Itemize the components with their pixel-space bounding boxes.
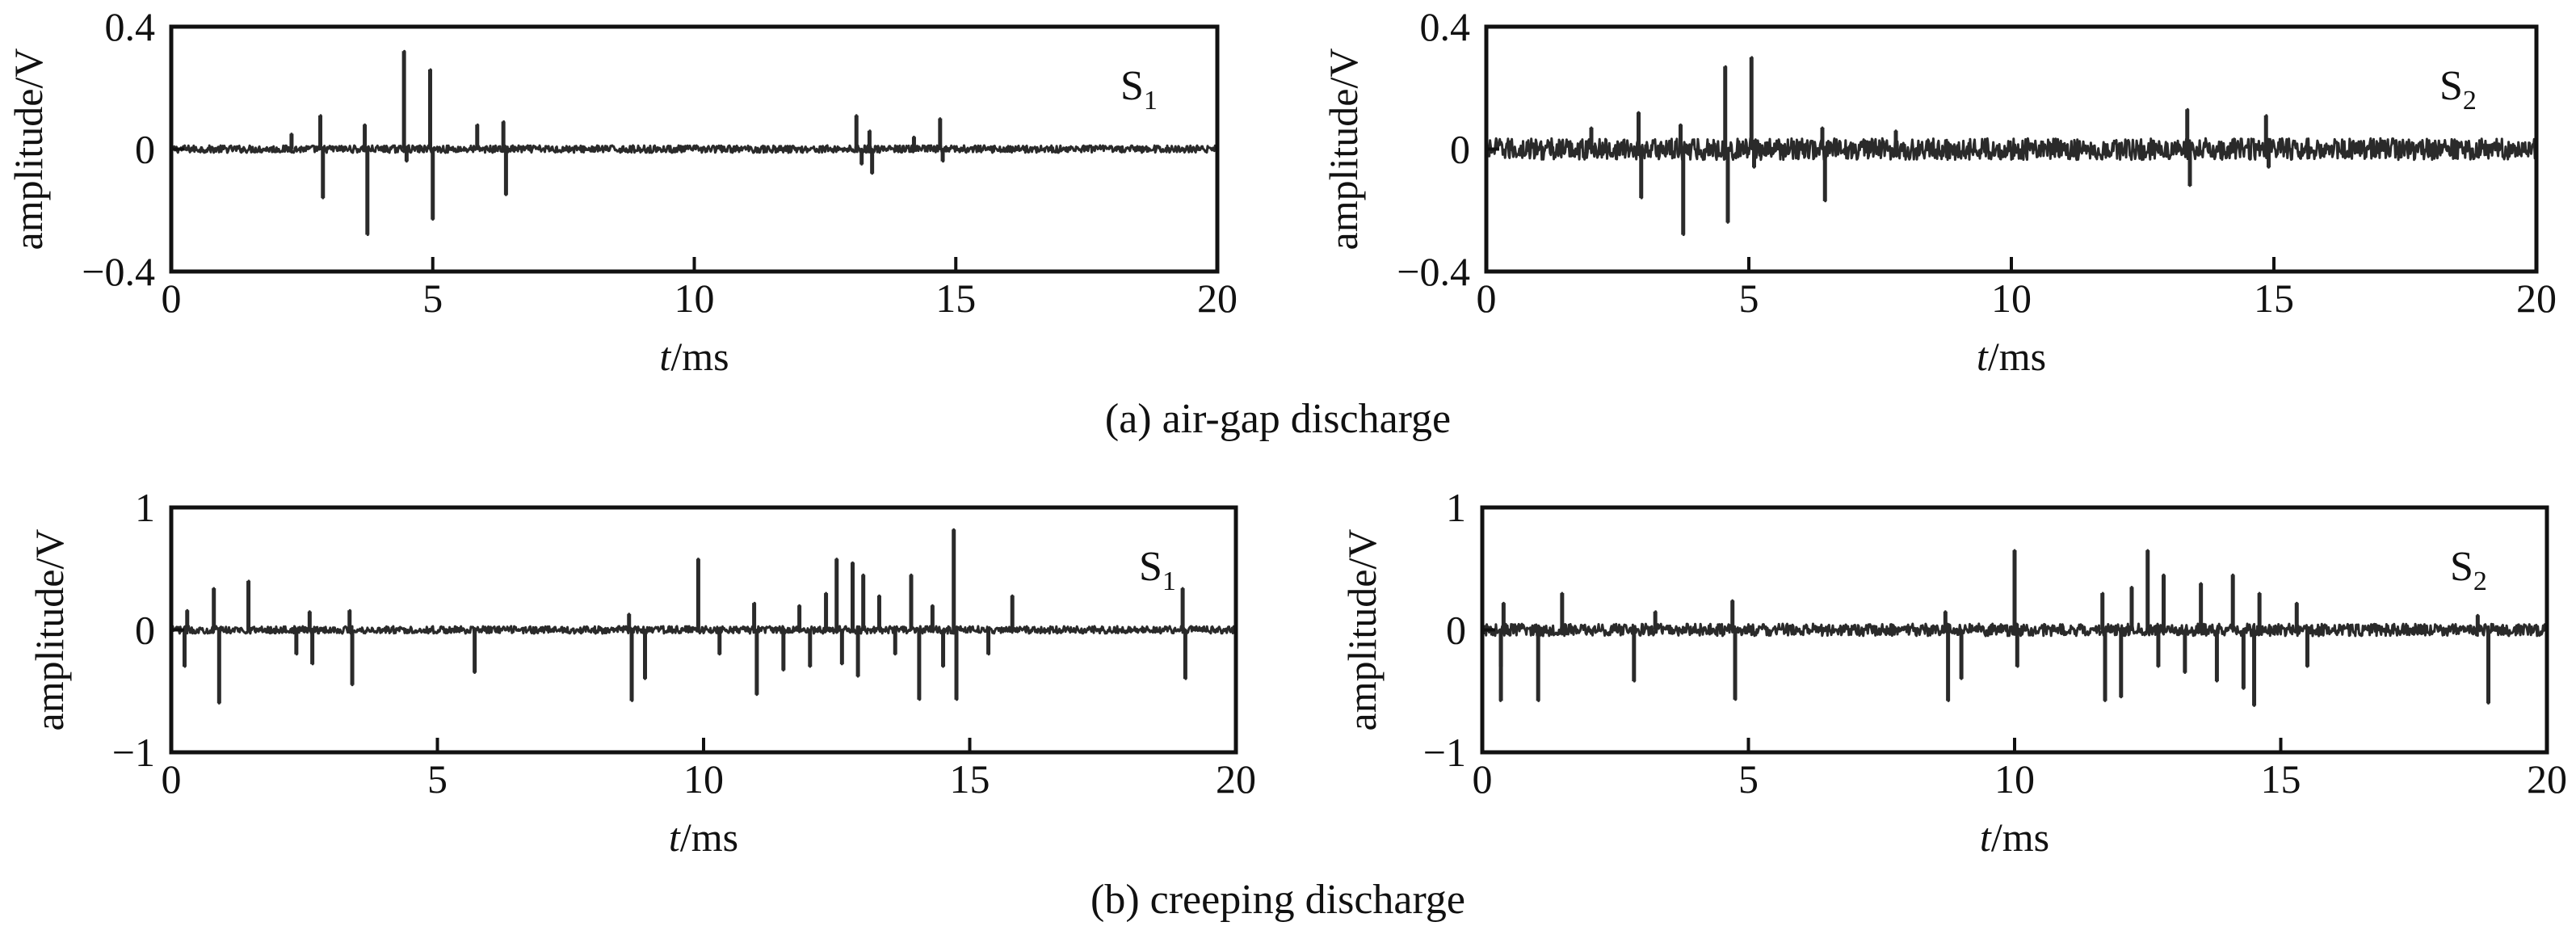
x-tick-label: 15 (950, 756, 990, 802)
y-tick-label: −1 (112, 730, 155, 775)
x-tick-label: 20 (2527, 756, 2567, 802)
x-tick-label: 10 (1994, 756, 2035, 802)
y-tick-label: −1 (1423, 730, 1466, 775)
y-axis-title: amplitude/V (27, 529, 72, 731)
y-axis-title: amplitude/V (6, 48, 51, 250)
sensor-label: S1 (1120, 63, 1158, 116)
x-tick-label: 20 (1216, 756, 1256, 802)
sensor-label-letter: S (2439, 63, 2463, 109)
y-tick-label: 0 (135, 127, 155, 172)
x-tick-label: 0 (1473, 756, 1493, 802)
x-tick-label: 10 (683, 756, 724, 802)
y-axis-title: amplitude/V (1321, 48, 1366, 250)
x-tick-label: 20 (1197, 276, 1238, 321)
sensor-label: S1 (1139, 544, 1176, 596)
x-tick-label: 5 (422, 276, 443, 321)
sensor-label-subscript: 2 (2473, 566, 2487, 596)
x-tick-label: 5 (427, 756, 448, 802)
y-tick-label: −0.4 (1397, 249, 1470, 294)
x-axis-title: t/ms (1977, 334, 2046, 379)
y-tick-label: 0 (1450, 127, 1470, 172)
sensor-label-letter: S (1139, 544, 1162, 590)
x-tick-label: 0 (162, 276, 182, 321)
x-axis-title-variable: t (669, 815, 681, 860)
x-axis-title-variable: t (1980, 815, 1992, 860)
x-axis-title-unit: /ms (680, 815, 738, 860)
x-tick-label: 10 (1991, 276, 2032, 321)
caption-air-gap: (a) air-gap discharge (1105, 396, 1451, 442)
x-tick-label: 5 (1738, 756, 1759, 802)
signal-trace (170, 49, 1219, 237)
y-tick-label: 0 (135, 608, 155, 653)
signal-trace (1485, 56, 2537, 237)
y-tick-label: 1 (135, 485, 155, 530)
y-tick-label: −0.4 (82, 249, 155, 294)
x-tick-label: 0 (1477, 276, 1497, 321)
x-axis-title: t/ms (1980, 815, 2049, 860)
x-tick-label: 20 (2516, 276, 2557, 321)
sensor-label-letter: S (1120, 63, 1144, 109)
x-axis-title-unit: /ms (1991, 815, 2049, 860)
x-tick-label: 15 (2254, 276, 2294, 321)
x-tick-label: 0 (162, 756, 182, 802)
signal-trace (170, 528, 1238, 705)
x-tick-label: 5 (1739, 276, 1759, 321)
sensor-label-subscript: 1 (1144, 86, 1158, 116)
y-axis-title: amplitude/V (1339, 529, 1385, 731)
x-axis-title-variable: t (1977, 334, 1989, 379)
sensor-label-subscript: 1 (1162, 566, 1176, 596)
y-tick-label: 1 (1446, 485, 1466, 530)
sensor-label: S2 (2439, 63, 2477, 116)
y-tick-label: 0.4 (105, 4, 156, 49)
y-tick-label: 0.4 (1420, 4, 1471, 49)
x-axis-title-unit: /ms (1988, 334, 2046, 379)
sensor-label-subscript: 2 (2463, 86, 2477, 116)
x-tick-label: 15 (935, 276, 976, 321)
x-tick-label: 10 (674, 276, 715, 321)
caption-creeping: (b) creeping discharge (1090, 877, 1465, 923)
y-tick-label: 0 (1446, 608, 1466, 653)
x-axis-title-variable: t (659, 334, 671, 379)
sensor-label: S2 (2450, 544, 2487, 596)
x-axis-title: t/ms (659, 334, 729, 379)
x-axis-title: t/ms (669, 815, 738, 860)
x-axis-title-unit: /ms (670, 334, 729, 379)
x-tick-label: 15 (2261, 756, 2301, 802)
sensor-label-letter: S (2450, 544, 2473, 590)
